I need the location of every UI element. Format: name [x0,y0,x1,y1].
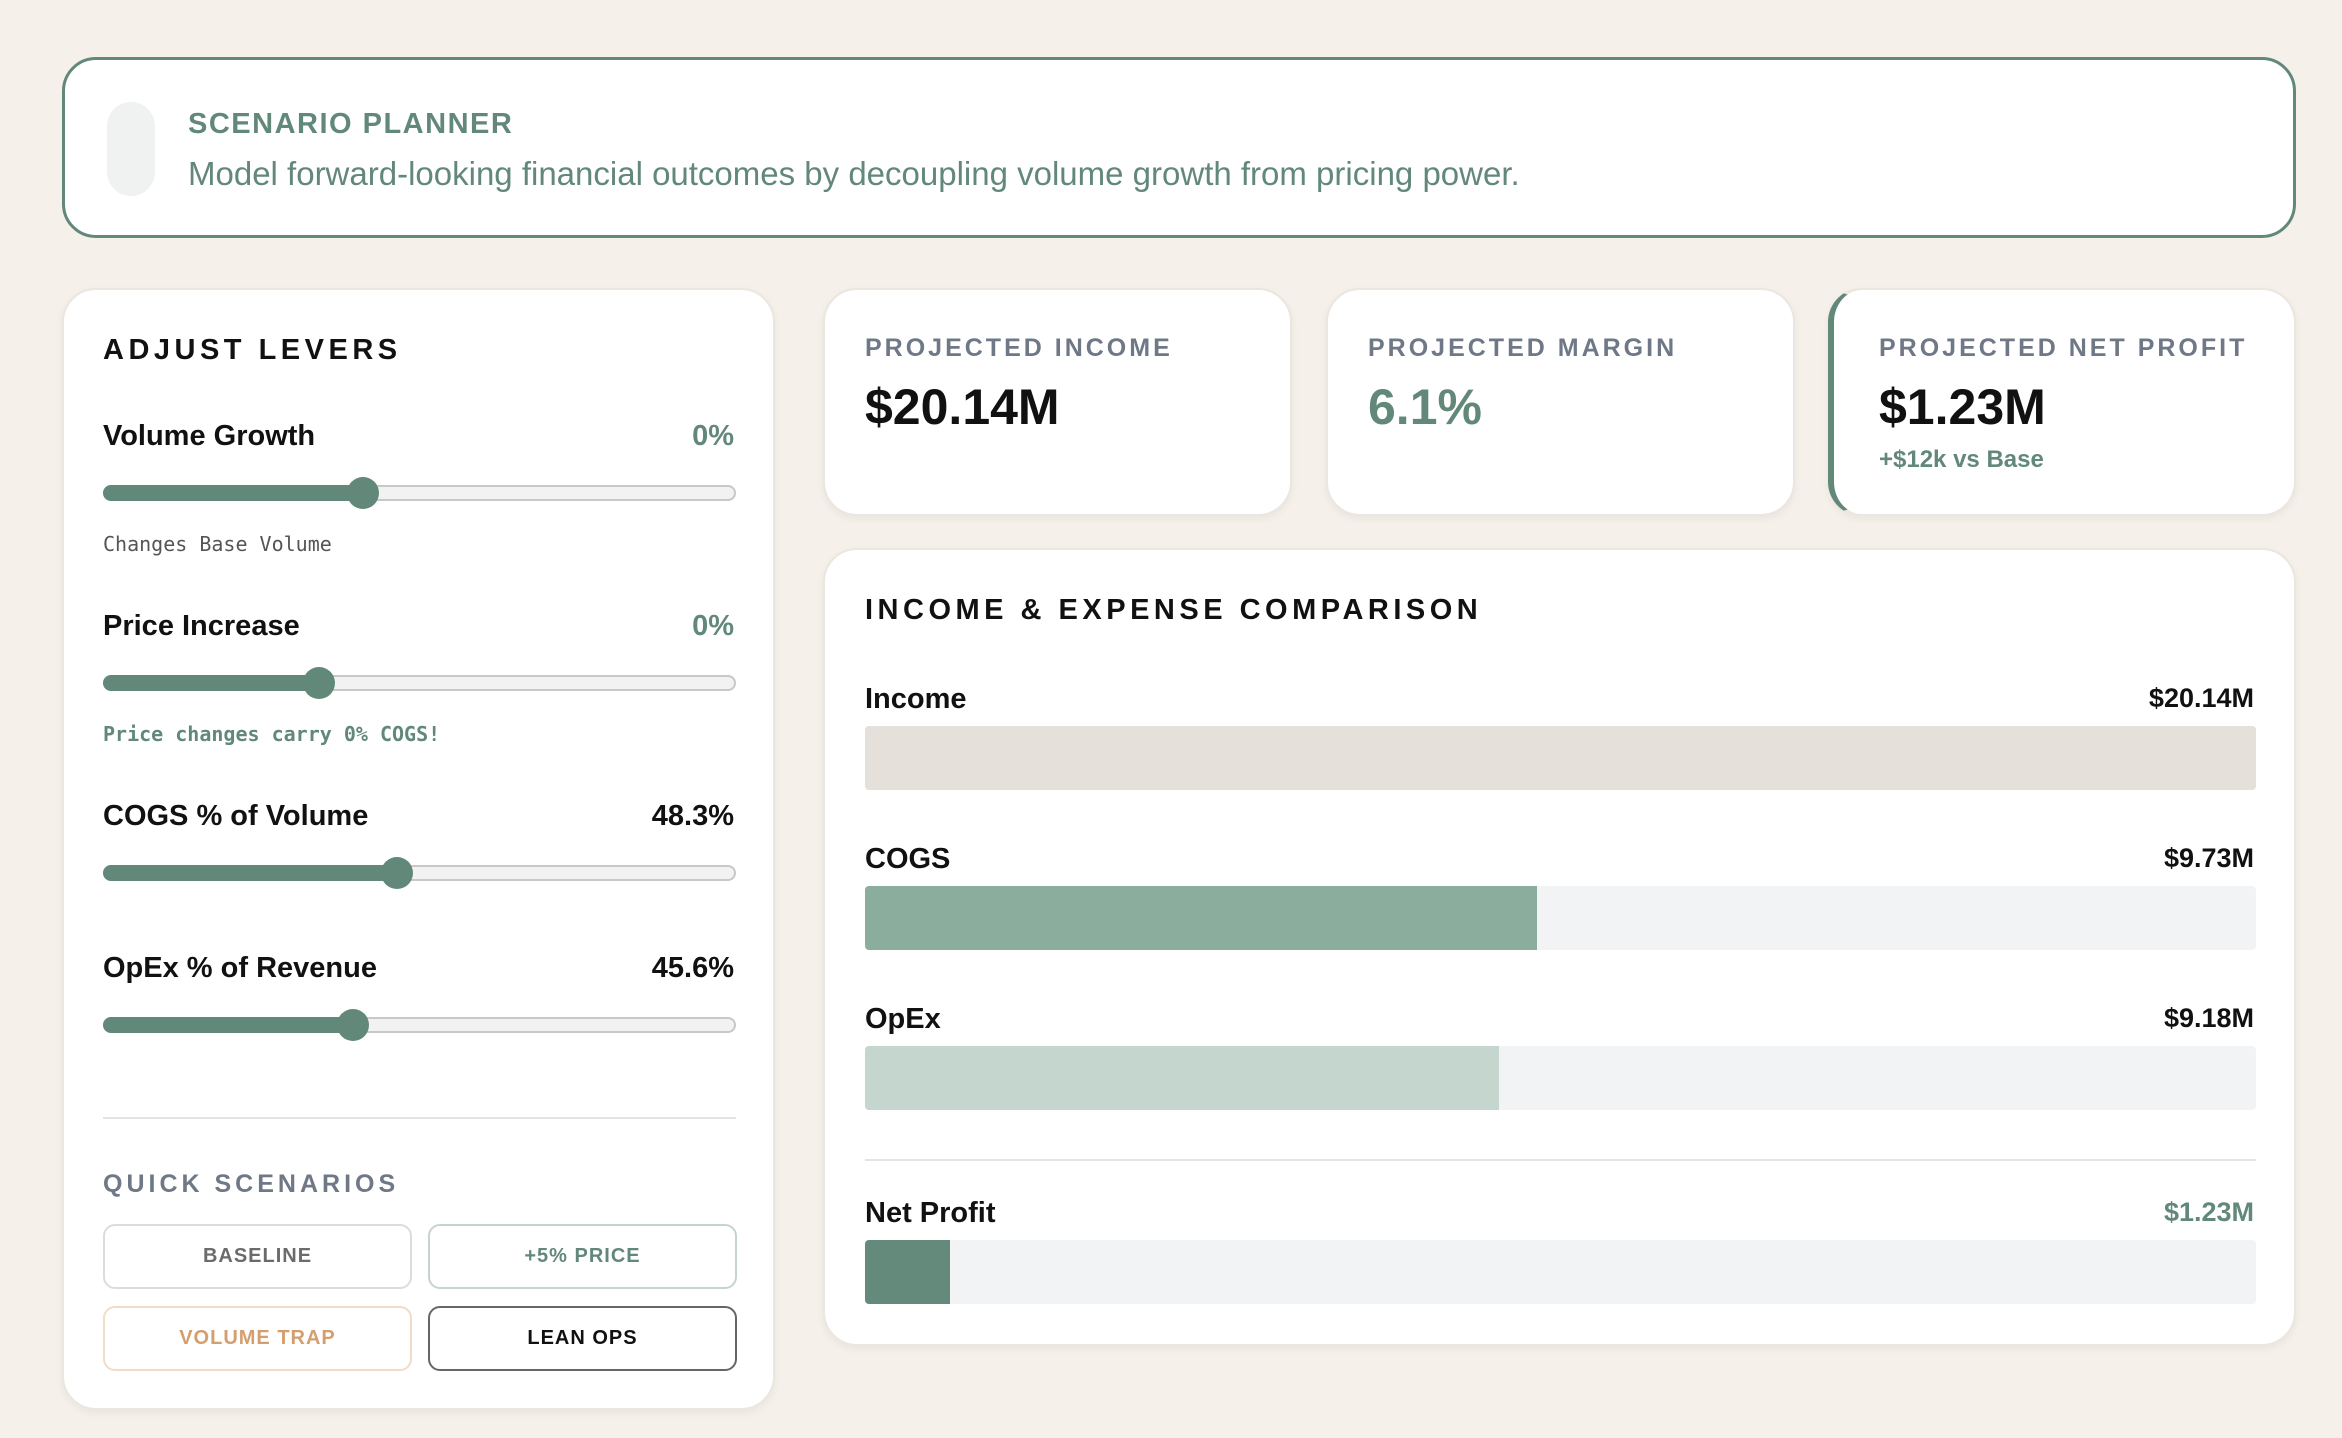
levers-heading: ADJUST LEVERS [103,334,402,366]
income-bar-value: $20.14M [2148,683,2254,713]
comparison-title: INCOME & EXPENSE COMPARISON [865,594,1483,626]
opex-percent-slider[interactable] [103,1009,736,1041]
opex-bar-label: OpEx [865,1003,941,1035]
price-increase-value: 0% [692,610,734,642]
volume-growth-note: Changes Base Volume [103,532,332,556]
plus-5-price-button[interactable]: +5% PRICE [428,1224,737,1289]
cogs-percent-slider-thumb[interactable] [381,857,414,889]
header-banner: SCENARIO PLANNER Model forward-looking f… [62,57,2296,238]
volume-growth-slider[interactable] [103,477,736,509]
price-increase-slider-thumb[interactable] [302,667,335,699]
cogs-bar-track [865,886,2256,950]
projected-net-profit-card: PROJECTED NET PROFIT $1.23M +$12k vs Bas… [1828,288,2296,516]
levers-divider [103,1117,736,1119]
price-increase-slider[interactable] [103,667,736,699]
chart-divider [865,1159,2256,1161]
page-subtitle: Model forward-looking financial outcomes… [188,155,1520,192]
levers-panel: ADJUST LEVERS Volume Growth 0% Changes B… [62,288,775,1410]
banner-accent-pill [107,102,155,196]
cogs-percent-label: COGS % of Volume [103,800,369,832]
volume-trap-button[interactable]: VOLUME TRAP [103,1306,412,1371]
cogs-percent-slider[interactable] [103,857,736,889]
opex-percent-value: 45.6% [651,952,734,984]
volume-growth-slider-thumb[interactable] [346,477,379,509]
cogs-bar-value: $9.73M [2163,843,2254,873]
net-profit-bar-track [865,1240,2256,1304]
net-profit-bar-value: $1.23M [2163,1197,2254,1227]
opex-bar [865,1046,1500,1110]
opex-percent-slider-thumb[interactable] [337,1009,370,1041]
baseline-button[interactable]: BASELINE [103,1224,412,1289]
projected-income-value: $20.14M [865,379,1060,435]
net-profit-bar-label: Net Profit [865,1197,996,1229]
opex-bar-value: $9.18M [2163,1003,2254,1033]
quick-scenarios-heading: QUICK SCENARIOS [103,1170,400,1198]
income-bar-label: Income [865,683,967,715]
income-bar-track [865,726,2256,790]
income-bar [865,726,2256,790]
opex-percent-label: OpEx % of Revenue [103,952,377,984]
cogs-bar [865,886,1538,950]
price-increase-label: Price Increase [103,610,300,642]
volume-growth-value: 0% [692,420,734,452]
projected-margin-card: PROJECTED MARGIN 6.1% [1326,288,1795,516]
projected-net-profit-label: PROJECTED NET PROFIT [1879,334,2248,362]
cogs-bar-label: COGS [865,843,951,875]
projected-income-card: PROJECTED INCOME $20.14M [823,288,1292,516]
volume-growth-label: Volume Growth [103,420,316,452]
projected-margin-value: 6.1% [1368,379,1482,435]
net-profit-delta: +$12k vs Base [1879,446,2044,473]
opex-percent-slider-fill [103,1017,352,1033]
income-expense-comparison-card: INCOME & EXPENSE COMPARISON Income $20.1… [823,548,2296,1346]
net-profit-bar [865,1240,950,1304]
cogs-percent-slider-fill [103,865,396,881]
projected-income-label: PROJECTED INCOME [865,334,1173,362]
cogs-percent-value: 48.3% [651,800,734,832]
projected-net-profit-value: $1.23M [1879,379,2046,435]
price-increase-slider-fill [103,675,317,691]
lean-ops-button[interactable]: LEAN OPS [428,1306,737,1371]
page-title: SCENARIO PLANNER [188,108,514,140]
volume-growth-slider-fill [103,485,361,501]
projected-margin-label: PROJECTED MARGIN [1368,334,1678,362]
price-increase-note: Price changes carry 0% COGS! [103,722,441,746]
opex-bar-track [865,1046,2256,1110]
